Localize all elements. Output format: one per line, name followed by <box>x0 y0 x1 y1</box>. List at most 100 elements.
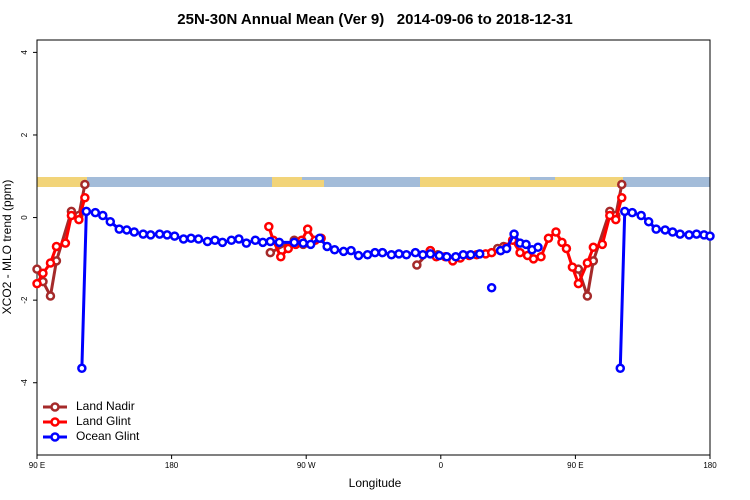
point <box>597 239 608 250</box>
point <box>675 229 685 239</box>
y-tick-label: 4 <box>20 50 29 55</box>
point <box>265 247 276 258</box>
legend-marker <box>50 402 60 412</box>
x-tick-label: 90 W <box>297 461 316 470</box>
point <box>264 221 274 232</box>
point <box>226 235 237 246</box>
point <box>60 238 71 248</box>
y-tick-label: -2 <box>20 296 29 304</box>
point <box>77 363 87 374</box>
point <box>543 233 554 243</box>
point <box>32 278 42 289</box>
point <box>501 243 512 254</box>
point <box>353 250 364 261</box>
point <box>193 234 204 244</box>
point <box>486 283 497 293</box>
point <box>145 230 156 240</box>
point <box>515 247 525 258</box>
point <box>474 249 485 259</box>
point <box>615 363 626 374</box>
point <box>265 236 276 247</box>
point <box>377 247 388 258</box>
point <box>605 210 615 221</box>
point <box>458 249 468 260</box>
land-sea-strip <box>37 177 710 187</box>
point <box>533 242 543 253</box>
point <box>412 260 422 270</box>
point <box>90 207 101 218</box>
point <box>588 242 599 253</box>
series-line <box>35 184 624 301</box>
point <box>74 214 84 225</box>
point <box>274 237 285 248</box>
y-tick-label: 0 <box>20 215 29 220</box>
point <box>202 236 213 247</box>
point <box>98 210 108 221</box>
point <box>154 229 165 239</box>
point <box>80 192 90 203</box>
point <box>465 249 476 260</box>
point <box>289 237 299 248</box>
point <box>276 252 286 262</box>
point <box>509 229 519 239</box>
point <box>528 254 539 264</box>
point <box>186 233 196 243</box>
point <box>486 247 497 258</box>
point <box>51 241 62 252</box>
point <box>410 247 421 258</box>
point <box>169 231 180 241</box>
point <box>329 245 340 255</box>
y-tick-label: 2 <box>20 132 29 137</box>
point <box>370 247 380 258</box>
point <box>217 237 228 248</box>
point <box>305 239 316 250</box>
point <box>521 239 531 250</box>
point <box>643 216 654 227</box>
point <box>617 179 627 190</box>
x-tick-label: 90 E <box>567 461 583 470</box>
point <box>434 250 445 261</box>
point <box>38 268 48 279</box>
point <box>401 249 412 260</box>
point <box>620 206 630 217</box>
x-tick-label: 180 <box>165 461 179 470</box>
point <box>121 225 132 235</box>
plot-frame <box>36 39 711 456</box>
point <box>314 233 325 243</box>
point <box>114 224 125 234</box>
point <box>302 224 313 234</box>
point <box>536 252 546 262</box>
point <box>210 235 220 246</box>
point <box>234 234 244 244</box>
point <box>250 235 261 246</box>
point <box>451 252 461 262</box>
point <box>557 237 567 248</box>
point <box>105 216 116 227</box>
point <box>298 238 308 248</box>
legend-marker <box>50 432 60 442</box>
point <box>636 210 646 221</box>
point <box>394 249 404 259</box>
point <box>684 230 694 240</box>
point <box>81 206 92 217</box>
point <box>162 230 172 240</box>
point <box>66 210 77 221</box>
point <box>667 227 678 237</box>
point <box>617 192 627 203</box>
point <box>346 245 356 256</box>
point <box>338 246 349 257</box>
y-axis-title: XCO2 - MLO trend (ppm) <box>0 180 14 315</box>
legend-label: Land Nadir <box>76 399 135 413</box>
x-tick-label: 180 <box>703 461 717 470</box>
point <box>362 249 373 260</box>
point <box>322 241 332 252</box>
point <box>573 278 584 289</box>
point <box>551 227 561 237</box>
point <box>138 229 148 239</box>
point <box>611 214 621 225</box>
point <box>425 249 436 259</box>
point <box>386 249 397 260</box>
legend-label: Land Glint <box>76 414 131 428</box>
